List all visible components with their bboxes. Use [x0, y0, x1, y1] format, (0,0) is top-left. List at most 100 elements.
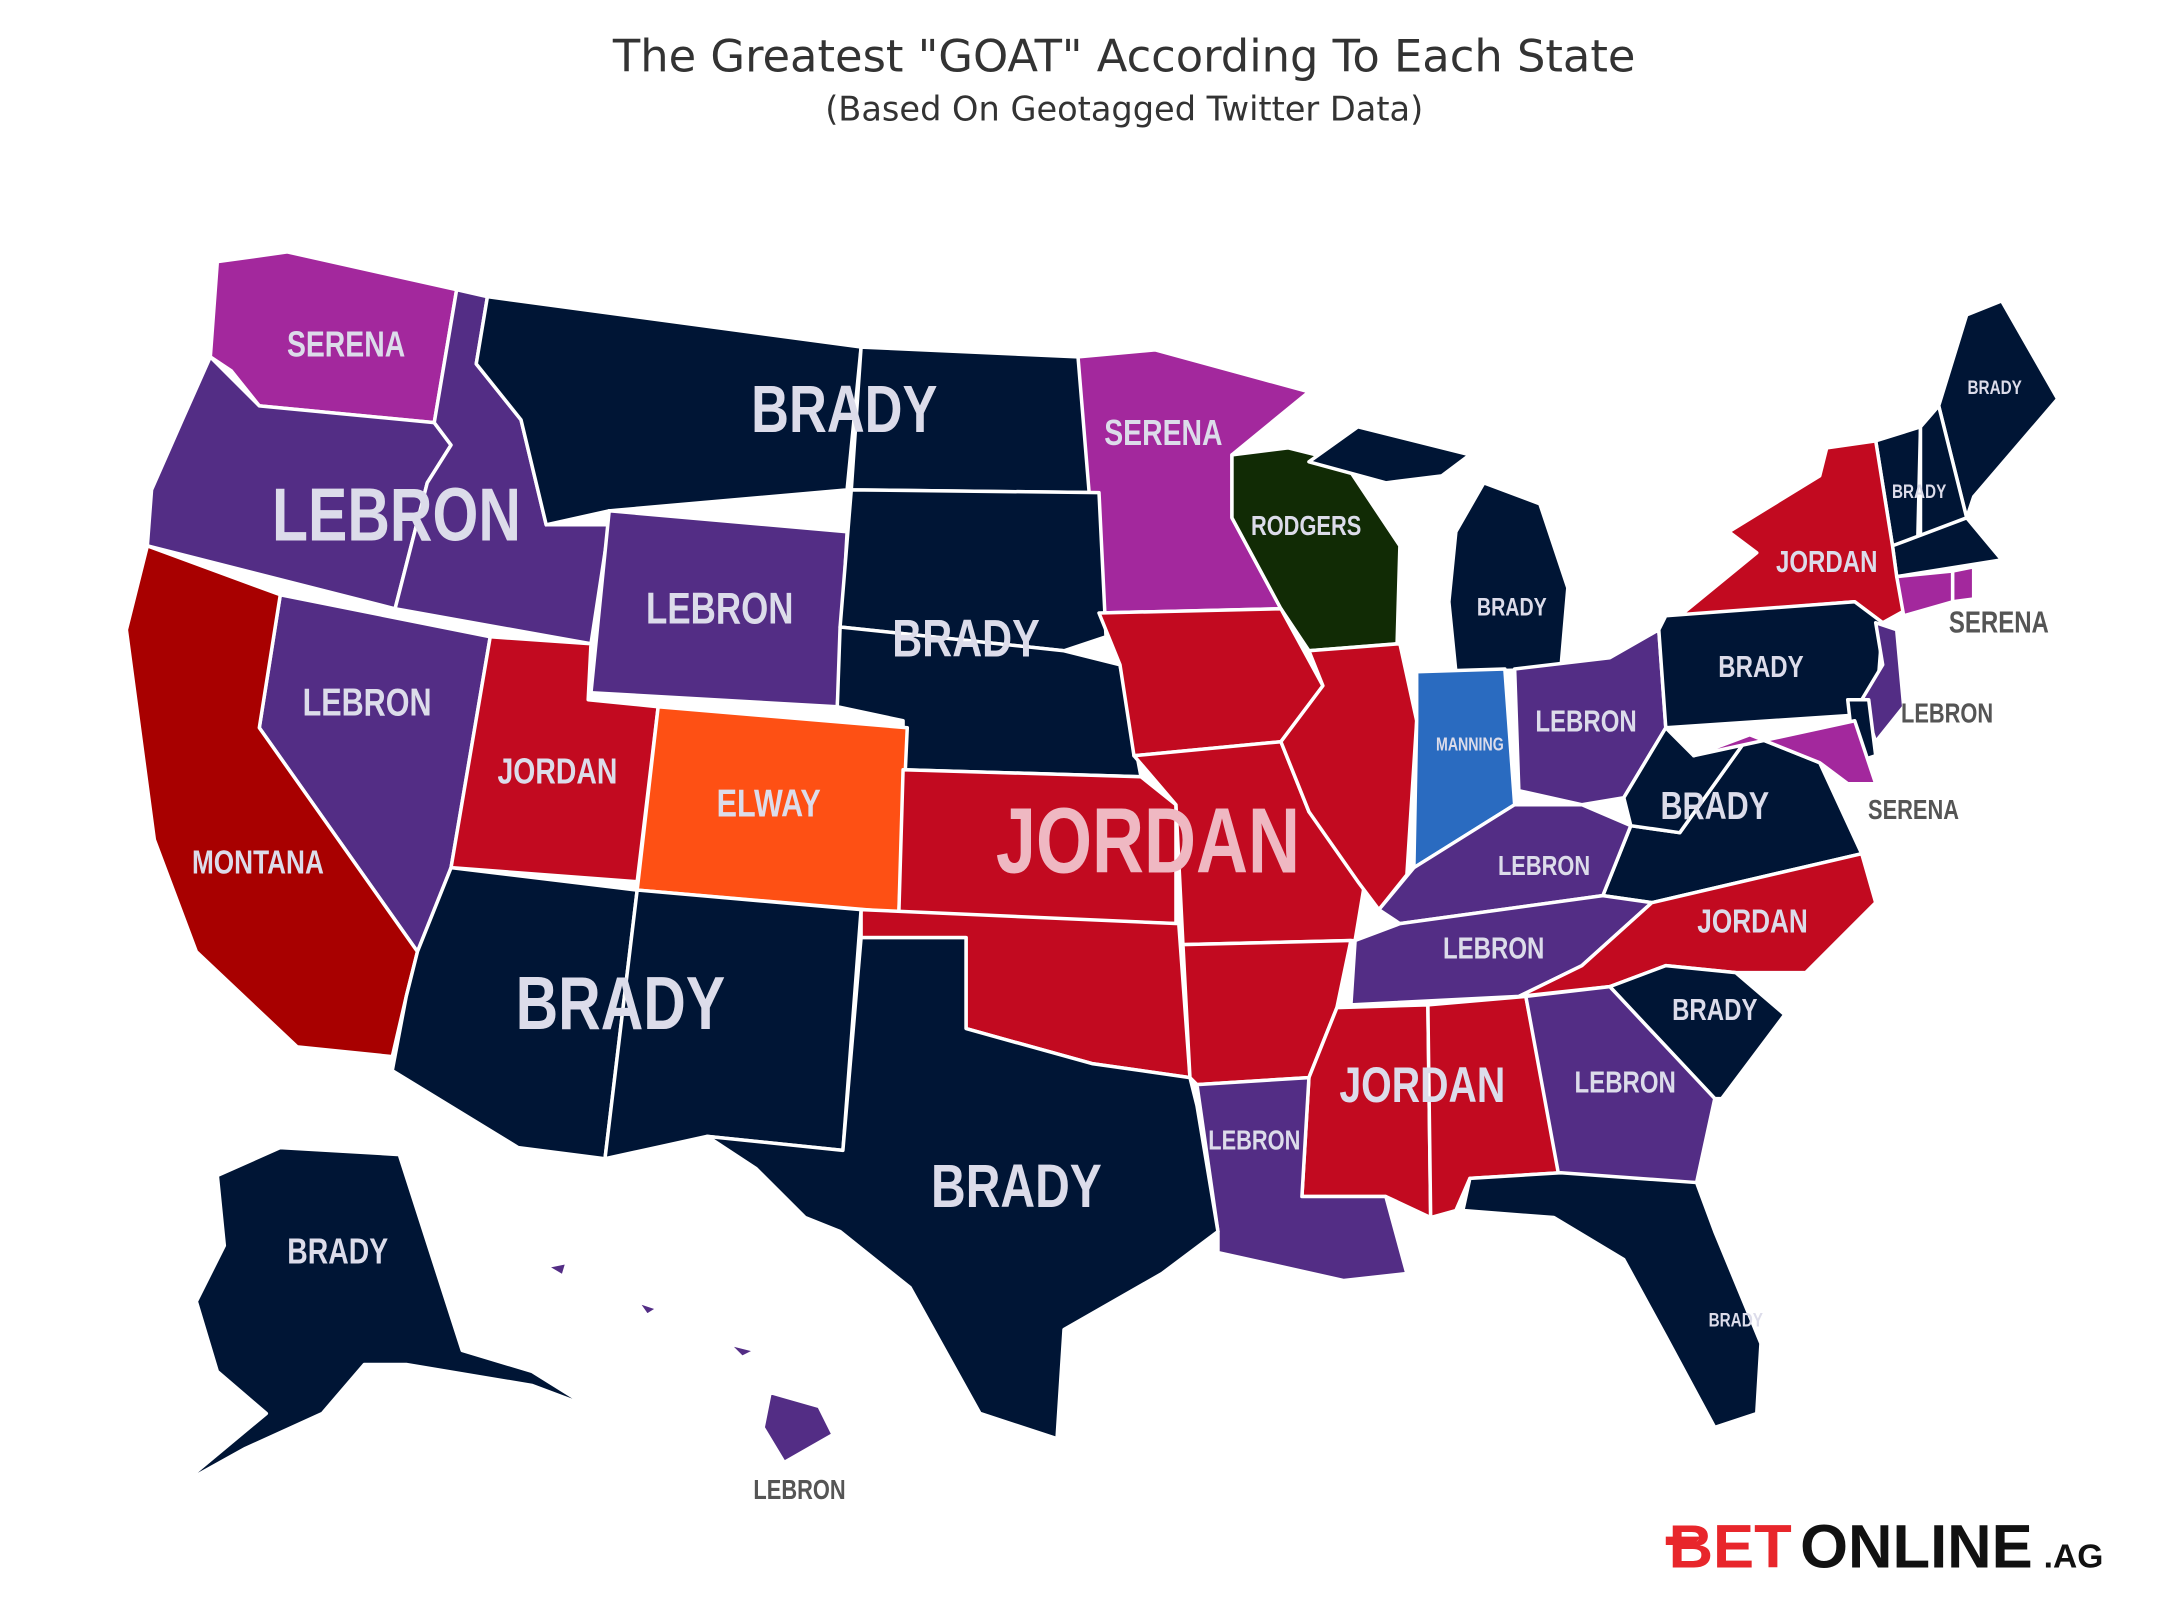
- region-label: BRADY: [751, 371, 937, 447]
- region-label: ELWAY: [717, 782, 821, 825]
- labels: SERENA LEBRON BRADY SERENA RODGERS BRADY BRADY…: [192, 323, 2049, 1506]
- label-group: BRADY: [1892, 480, 1947, 502]
- region-label: JORDAN: [996, 789, 1300, 893]
- region-label: LEBRON: [1498, 851, 1590, 882]
- label-group: JORDAN: [497, 750, 617, 791]
- label-group: LEBRON: [272, 474, 521, 558]
- label-group: BRADY: [1709, 1308, 1764, 1330]
- label-group: LEBRON: [646, 583, 793, 633]
- label-group: RODGERS: [1251, 510, 1361, 541]
- label-group: MONTANA: [192, 845, 324, 882]
- region-label: BRADY: [1660, 785, 1769, 828]
- logo-online: ONLINE: [1800, 1512, 2033, 1581]
- region-label: JORDAN: [1776, 544, 1877, 579]
- state-region: [1692, 718, 1878, 786]
- label-group: BRADY: [287, 1230, 388, 1271]
- region-label: LEBRON: [1208, 1125, 1300, 1156]
- logo: BET ONLINE .AG: [1665, 1512, 2104, 1581]
- label-group: JORDAN: [1697, 904, 1808, 941]
- state-region: [180, 1145, 590, 1486]
- label-group: SERENA: [1104, 411, 1222, 452]
- label-group: SERENA: [1949, 604, 2049, 639]
- label-group: BRADY: [1660, 785, 1769, 828]
- label-group: ELWAY: [717, 782, 821, 825]
- region-label: SERENA: [1868, 795, 1959, 826]
- region-label: SERENA: [1949, 604, 2049, 639]
- state-region: [1307, 425, 1472, 485]
- region-label: MONTANA: [192, 845, 324, 882]
- label-group: BRADY: [1968, 376, 2023, 398]
- region-label: BRADY: [1477, 593, 1547, 621]
- label-group: BRADY: [516, 962, 726, 1046]
- state-region: [761, 1390, 835, 1465]
- state-region: [1461, 1171, 1763, 1430]
- region-label: JORDAN: [1697, 904, 1808, 941]
- region-label: BRADY: [1718, 649, 1803, 684]
- region-label: BRADY: [1892, 480, 1947, 502]
- state-region: [124, 544, 420, 1059]
- label-group: LEBRON: [303, 681, 432, 724]
- logo-ag: .AG: [2044, 1538, 2104, 1575]
- region-label: LEBRON: [1535, 704, 1636, 739]
- subtitle: (Based On Geotagged Twitter Data): [825, 89, 1423, 128]
- region-label: BRADY: [1709, 1308, 1764, 1330]
- label-group: MANNING: [1436, 735, 1504, 755]
- label-group: LEBRON: [1443, 931, 1544, 966]
- label-group: LEBRON: [1535, 704, 1636, 739]
- label-group: BRADY: [1672, 992, 1757, 1027]
- region-label: RODGERS: [1251, 510, 1361, 541]
- region-label: BRADY: [1672, 992, 1757, 1027]
- state-region: [897, 767, 1178, 926]
- state-region: [1195, 1075, 1409, 1283]
- state-region: [1279, 642, 1419, 912]
- state-region: [705, 935, 1220, 1441]
- label-group: SERENA: [1868, 795, 1959, 826]
- label-group: BRADY: [1718, 649, 1803, 684]
- state-region: [838, 488, 1108, 653]
- label-group: BRADY: [1477, 593, 1547, 621]
- region-label: LEBRON: [753, 1475, 845, 1506]
- region-label: LEBRON: [1901, 698, 1993, 729]
- region-label: MANNING: [1436, 735, 1504, 755]
- region-label: BRADY: [287, 1230, 388, 1271]
- region-label: JORDAN: [1339, 1056, 1505, 1113]
- state-region: [1950, 565, 1976, 604]
- region-label: LEBRON: [303, 681, 432, 724]
- label-group: SERENA: [287, 323, 405, 364]
- region-label: BRADY: [1968, 376, 2023, 398]
- region-label: SERENA: [287, 323, 405, 364]
- state-region: [544, 1260, 569, 1279]
- region-label: LEBRON: [646, 583, 793, 633]
- region-label: JORDAN: [497, 750, 617, 791]
- region-label: LEBRON: [1575, 1065, 1676, 1100]
- state-region: [726, 1341, 758, 1360]
- state-region: [1377, 802, 1633, 926]
- label-group: BRADY: [892, 610, 1040, 669]
- region-label: BRADY: [892, 610, 1040, 669]
- states: [124, 250, 2060, 1486]
- region-label: LEBRON: [272, 474, 521, 558]
- label-group: LEBRON: [753, 1475, 845, 1506]
- label-group: LEBRON: [1208, 1125, 1300, 1156]
- region-label: BRADY: [931, 1151, 1102, 1220]
- state-region: [1894, 569, 1955, 618]
- label-group: JORDAN: [1776, 544, 1877, 579]
- label-group: BRADY: [931, 1151, 1102, 1220]
- logo-bet: BET: [1669, 1512, 1792, 1581]
- label-group: LEBRON: [1575, 1065, 1676, 1100]
- label-group: LEBRON: [1901, 698, 1993, 729]
- region-label: LEBRON: [1443, 931, 1544, 966]
- title: The Greatest "GOAT" According To Each St…: [612, 29, 1636, 82]
- state-region: [1524, 984, 1717, 1189]
- logo-mark: [1665, 1536, 1701, 1546]
- label-group: JORDAN: [1339, 1056, 1505, 1113]
- label-group: JORDAN: [996, 789, 1300, 893]
- label-group: LEBRON: [1498, 851, 1590, 882]
- label-group: BRADY: [751, 371, 937, 447]
- region-label: SERENA: [1104, 411, 1222, 452]
- region-label: BRADY: [516, 962, 726, 1046]
- state-region: [635, 1299, 660, 1318]
- state-region: [1447, 481, 1570, 674]
